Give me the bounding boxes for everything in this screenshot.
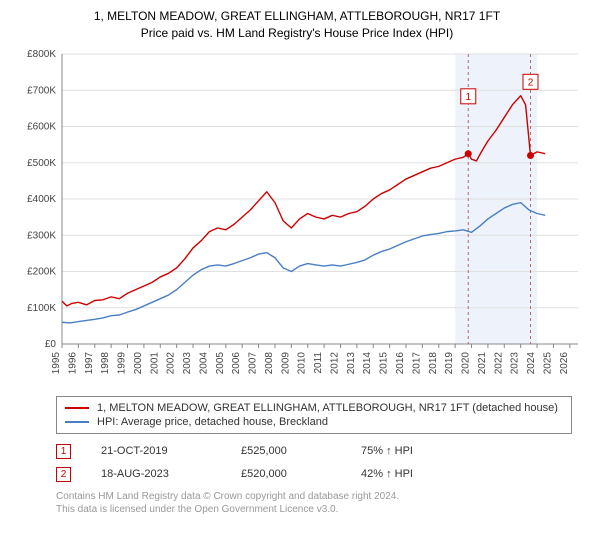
- svg-text:£500K: £500K: [27, 157, 56, 168]
- svg-text:2014: 2014: [362, 351, 373, 374]
- svg-text:1998: 1998: [100, 351, 111, 374]
- svg-text:1996: 1996: [67, 351, 78, 374]
- title-line-2: Price paid vs. HM Land Registry's House …: [12, 25, 582, 42]
- annotation-delta: 75% ↑ HPI: [361, 445, 471, 457]
- svg-text:1995: 1995: [51, 351, 62, 374]
- svg-text:2004: 2004: [198, 351, 209, 374]
- annotation-date: 18-AUG-2023: [101, 468, 211, 480]
- svg-text:2011: 2011: [313, 351, 324, 373]
- svg-text:2015: 2015: [379, 351, 390, 374]
- svg-text:1997: 1997: [84, 351, 95, 374]
- annotation-marker: 2: [56, 467, 71, 482]
- svg-text:2003: 2003: [182, 351, 193, 374]
- svg-text:2021: 2021: [477, 351, 488, 374]
- svg-text:2008: 2008: [264, 351, 275, 374]
- svg-text:1999: 1999: [117, 351, 128, 374]
- svg-text:2022: 2022: [493, 351, 504, 374]
- legend-label: 1, MELTON MEADOW, GREAT ELLINGHAM, ATTLE…: [97, 402, 558, 414]
- svg-text:2002: 2002: [166, 351, 177, 374]
- svg-text:2010: 2010: [297, 351, 308, 374]
- svg-text:2023: 2023: [510, 351, 521, 374]
- footer-attribution: Contains HM Land Registry data © Crown c…: [56, 490, 572, 516]
- svg-text:2000: 2000: [133, 351, 144, 374]
- svg-text:2007: 2007: [248, 351, 259, 374]
- svg-text:2024: 2024: [526, 351, 537, 374]
- annotation-delta: 42% ↑ HPI: [361, 468, 471, 480]
- svg-text:2005: 2005: [215, 351, 226, 374]
- svg-text:£600K: £600K: [27, 121, 56, 132]
- line-chart: £0 £100K £200K £300K £400K £500K £600K £700K £80…: [18, 48, 578, 388]
- svg-text:2012: 2012: [329, 351, 340, 374]
- svg-text:2013: 2013: [346, 351, 357, 374]
- svg-text:£100K: £100K: [27, 302, 56, 313]
- svg-text:2020: 2020: [461, 351, 472, 374]
- legend-swatch: [65, 421, 89, 423]
- svg-text:2016: 2016: [395, 351, 406, 374]
- footer-line-2: This data is licensed under the Open Gov…: [56, 503, 572, 516]
- annotation-price: £525,000: [241, 445, 331, 457]
- svg-text:£400K: £400K: [27, 194, 56, 205]
- annotation-row: 1 21-OCT-2019 £525,000 75% ↑ HPI: [56, 440, 572, 463]
- svg-text:£800K: £800K: [27, 49, 56, 60]
- svg-text:2009: 2009: [280, 351, 291, 374]
- svg-text:2017: 2017: [411, 351, 422, 374]
- legend-item: 1, MELTON MEADOW, GREAT ELLINGHAM, ATTLE…: [65, 401, 563, 415]
- svg-text:2025: 2025: [542, 351, 553, 374]
- annotation-price: £520,000: [241, 468, 331, 480]
- svg-text:£700K: £700K: [27, 85, 56, 96]
- annotation-date: 21-OCT-2019: [101, 445, 211, 457]
- annotation-row: 2 18-AUG-2023 £520,000 42% ↑ HPI: [56, 463, 572, 486]
- svg-text:2026: 2026: [559, 351, 570, 374]
- footer-line-1: Contains HM Land Registry data © Crown c…: [56, 490, 572, 503]
- svg-text:2006: 2006: [231, 351, 242, 374]
- svg-text:2001: 2001: [149, 351, 160, 374]
- chart-container: 1, MELTON MEADOW, GREAT ELLINGHAM, ATTLE…: [0, 0, 600, 560]
- legend: 1, MELTON MEADOW, GREAT ELLINGHAM, ATTLE…: [56, 396, 572, 434]
- legend-item: HPI: Average price, detached house, Brec…: [65, 415, 563, 429]
- legend-swatch: [65, 407, 89, 409]
- title-line-1: 1, MELTON MEADOW, GREAT ELLINGHAM, ATTLE…: [12, 8, 582, 25]
- svg-text:2019: 2019: [444, 351, 455, 374]
- svg-text:£300K: £300K: [27, 230, 56, 241]
- annotation-marker: 1: [56, 444, 71, 459]
- annotation-table: 1 21-OCT-2019 £525,000 75% ↑ HPI 2 18-AUG-202…: [56, 440, 572, 486]
- title-block: 1, MELTON MEADOW, GREAT ELLINGHAM, ATTLE…: [12, 8, 582, 42]
- svg-text:1: 1: [465, 91, 471, 102]
- svg-text:£200K: £200K: [27, 266, 56, 277]
- legend-label: HPI: Average price, detached house, Brec…: [97, 416, 328, 428]
- svg-text:£0: £0: [45, 339, 57, 350]
- svg-text:2018: 2018: [428, 351, 439, 374]
- svg-text:2: 2: [528, 77, 534, 88]
